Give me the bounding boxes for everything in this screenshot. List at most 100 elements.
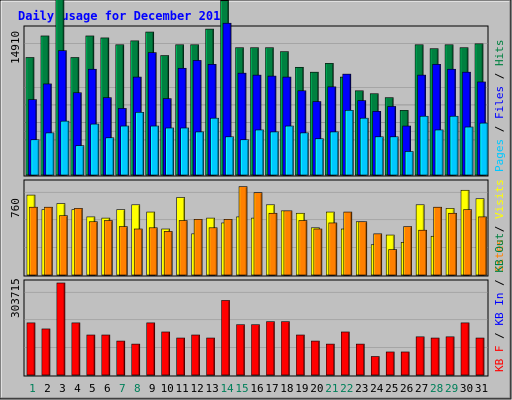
day-label: 17 xyxy=(265,382,278,395)
day-label: 27 xyxy=(415,382,428,395)
bar-kb-f-day-10 xyxy=(161,331,171,376)
bar-sites-day-6 xyxy=(104,220,113,276)
bar-pages-day-29 xyxy=(449,115,459,176)
bar-kb-f-day-1 xyxy=(26,322,36,376)
bar-pages-day-9 xyxy=(150,125,160,176)
bar-sites-day-18 xyxy=(283,210,293,276)
bar-kb-f-day-6 xyxy=(101,334,111,376)
day-label: 8 xyxy=(134,382,141,395)
bar-sites-day-17 xyxy=(268,212,278,276)
bar-pages-day-26 xyxy=(404,151,414,176)
day-label: 14 xyxy=(220,382,234,395)
visits-panel-legend: Sites / Visits xyxy=(493,179,506,272)
bar-pages-day-3 xyxy=(60,120,70,176)
day-label: 16 xyxy=(250,382,263,395)
bar-pages-day-4 xyxy=(75,145,85,176)
bar-pages-day-10 xyxy=(165,127,175,176)
bar-sites-day-9 xyxy=(148,227,158,276)
bar-pages-day-13 xyxy=(210,117,219,176)
hits-panel-frame xyxy=(23,25,489,177)
bar-kb-f-day-30 xyxy=(460,322,470,376)
day-label: 19 xyxy=(295,382,308,395)
bar-pages-day-2 xyxy=(45,132,55,176)
legend-separator: / xyxy=(493,219,506,239)
day-label: 18 xyxy=(280,382,293,395)
bar-kb-f-day-14 xyxy=(221,300,230,376)
legend-kb-out: KB Out xyxy=(493,233,506,273)
day-label: 21 xyxy=(325,382,338,395)
bar-sites-day-3 xyxy=(59,215,68,276)
day-label: 26 xyxy=(400,382,413,395)
bar-sites-day-5 xyxy=(89,221,98,276)
day-label: 29 xyxy=(445,382,458,395)
chart-title: Daily usage for December 2013 xyxy=(18,9,228,23)
kbytes-panel-frame xyxy=(23,279,489,377)
bar-pages-day-22 xyxy=(345,110,354,176)
bar-pages-day-17 xyxy=(270,131,279,176)
bar-kb-f-day-23 xyxy=(355,343,365,376)
bar-kb-f-day-20 xyxy=(311,340,320,376)
bar-sites-day-24 xyxy=(373,233,383,276)
day-label: 10 xyxy=(161,382,174,395)
bar-kb-f-day-9 xyxy=(146,322,156,376)
bar-sites-day-31 xyxy=(478,216,487,276)
bar-sites-day-19 xyxy=(298,220,308,276)
hits-panel: 14910 Pages / Files / Hits xyxy=(9,0,506,177)
bar-kb-f-day-21 xyxy=(326,343,335,376)
day-label: 5 xyxy=(89,382,96,395)
kbytes-panel-legend: KB F / KB In / KB Out xyxy=(493,233,506,372)
bar-sites-day-25 xyxy=(388,249,398,276)
legend-kb-in: KB In xyxy=(493,293,506,326)
day-label: 23 xyxy=(355,382,368,395)
bar-pages-day-11 xyxy=(180,127,189,176)
bar-sites-day-13 xyxy=(208,227,218,276)
bar-pages-day-15 xyxy=(240,139,249,176)
day-label: 28 xyxy=(430,382,443,395)
day-label: 13 xyxy=(205,382,218,395)
bar-kb-f-day-16 xyxy=(251,324,260,376)
day-label: 30 xyxy=(460,382,473,395)
day-label: 25 xyxy=(385,382,398,395)
bar-sites-day-15 xyxy=(238,186,248,276)
bar-sites-day-16 xyxy=(253,192,263,276)
bar-pages-day-31 xyxy=(479,122,489,176)
day-label: 15 xyxy=(235,382,248,395)
day-label: 22 xyxy=(340,382,353,395)
bar-kb-f-day-13 xyxy=(206,337,215,376)
bar-pages-day-28 xyxy=(434,129,444,176)
legend-separator: / xyxy=(493,326,506,346)
bar-pages-day-16 xyxy=(255,129,264,176)
bar-sites-day-28 xyxy=(433,206,442,276)
bar-pages-day-27 xyxy=(419,115,429,176)
series-sites xyxy=(29,186,487,276)
bar-pages-day-21 xyxy=(330,131,339,176)
bar-kb-f-day-11 xyxy=(176,337,185,376)
bar-sites-day-2 xyxy=(44,206,53,276)
day-label: 3 xyxy=(59,382,66,395)
day-label: 12 xyxy=(191,382,204,395)
legend-separator: / xyxy=(493,66,506,86)
bar-sites-day-8 xyxy=(133,228,143,276)
day-label: 4 xyxy=(74,382,81,395)
bar-kb-f-day-24 xyxy=(370,356,380,376)
bar-kb-f-day-15 xyxy=(236,324,245,376)
bar-pages-day-20 xyxy=(315,138,324,176)
legend-separator: / xyxy=(493,273,506,293)
bar-sites-day-27 xyxy=(418,229,427,276)
series-kb-f xyxy=(26,282,485,376)
bar-sites-day-12 xyxy=(193,219,203,276)
day-label: 31 xyxy=(475,382,488,395)
hits-panel-legend: Pages / Files / Hits xyxy=(493,40,506,173)
visits-panel-frame xyxy=(23,179,489,277)
bar-pages-day-14 xyxy=(225,136,234,176)
legend-visits: Visits xyxy=(493,179,506,219)
bar-pages-day-19 xyxy=(300,132,309,176)
bar-kb-f-day-7 xyxy=(116,340,126,376)
bar-pages-day-30 xyxy=(464,126,474,176)
bar-kb-f-day-19 xyxy=(296,334,305,376)
day-label: 9 xyxy=(149,382,156,395)
bar-kb-f-day-4 xyxy=(71,322,81,376)
legend-sites: Sites xyxy=(493,239,506,272)
